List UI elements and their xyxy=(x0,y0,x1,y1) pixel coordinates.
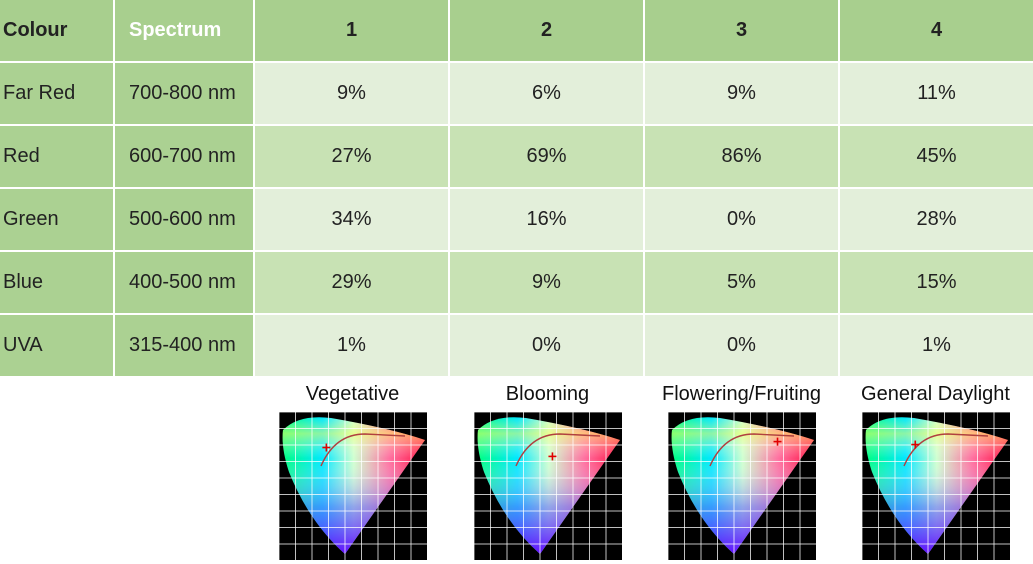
spectrum-cell: 600-700 nm xyxy=(115,126,255,187)
value-cell: 34% xyxy=(255,189,450,250)
spectrum-cell: 700-800 nm xyxy=(115,63,255,124)
panel-vegetative: Vegetative xyxy=(255,378,450,560)
header-1: 1 xyxy=(255,0,450,61)
colour-cell: Blue xyxy=(0,252,115,313)
white-point-marker xyxy=(773,437,782,446)
colour-cell: Red xyxy=(0,126,115,187)
value-cell: 86% xyxy=(645,126,840,187)
value-cell: 9% xyxy=(645,63,840,124)
white-point-marker xyxy=(547,452,556,461)
planckian-locus xyxy=(708,433,794,467)
value-cell: 6% xyxy=(450,63,645,124)
white-point-marker xyxy=(321,443,330,452)
chromaticity-diagram xyxy=(667,412,816,560)
panel-label: Vegetative xyxy=(305,383,400,405)
planckian-locus xyxy=(319,433,405,467)
value-cell: 27% xyxy=(255,126,450,187)
value-cell: 16% xyxy=(450,189,645,250)
chromaticity-diagram xyxy=(861,412,1010,560)
spectrum-cell: 400-500 nm xyxy=(115,252,255,313)
chromaticity-diagram xyxy=(278,412,427,560)
colour-cell: UVA xyxy=(0,315,115,376)
header-2: 2 xyxy=(450,0,645,61)
value-cell: 15% xyxy=(840,252,1033,313)
value-cell: 1% xyxy=(255,315,450,376)
value-cell: 0% xyxy=(645,315,840,376)
table-row: Green 500-600 nm 34% 16% 0% 28% xyxy=(0,189,1033,252)
value-cell: 0% xyxy=(450,315,645,376)
spectrum-cell: 500-600 nm xyxy=(115,189,255,250)
panel-label: Blooming xyxy=(505,383,590,405)
header-3: 3 xyxy=(645,0,840,61)
diagram-grid xyxy=(861,412,1010,560)
panel-label: Flowering/Fruiting xyxy=(662,383,821,405)
header-colour: Colour xyxy=(0,0,115,61)
chromaticity-panels: Vegetative Blooming Flowering/Fruiting G… xyxy=(0,378,1033,564)
table-header-row: Colour Spectrum 1 2 3 4 xyxy=(0,0,1033,63)
table-row: Far Red 700-800 nm 9% 6% 9% 11% xyxy=(0,63,1033,126)
value-cell: 28% xyxy=(840,189,1033,250)
table-row: UVA 315-400 nm 1% 0% 0% 1% xyxy=(0,315,1033,378)
white-point-marker xyxy=(910,440,919,449)
header-4: 4 xyxy=(840,0,1033,61)
value-cell: 9% xyxy=(255,63,450,124)
colour-cell: Green xyxy=(0,189,115,250)
planckian-locus xyxy=(902,433,988,467)
spectrum-cell: 315-400 nm xyxy=(115,315,255,376)
value-cell: 1% xyxy=(840,315,1033,376)
table-row: Red 600-700 nm 27% 69% 86% 45% xyxy=(0,126,1033,189)
value-cell: 11% xyxy=(840,63,1033,124)
chromaticity-diagram xyxy=(473,412,622,560)
value-cell: 5% xyxy=(645,252,840,313)
value-cell: 45% xyxy=(840,126,1033,187)
header-spectrum: Spectrum xyxy=(115,0,255,61)
colour-cell: Far Red xyxy=(0,63,115,124)
diagram-grid xyxy=(667,412,816,560)
diagram-grid xyxy=(473,412,622,560)
diagram-grid xyxy=(278,412,427,560)
panel-general-daylight: General Daylight xyxy=(838,378,1033,560)
value-cell: 29% xyxy=(255,252,450,313)
planckian-locus xyxy=(514,433,600,467)
value-cell: 9% xyxy=(450,252,645,313)
panel-label: General Daylight xyxy=(861,383,1010,405)
panel-blooming: Blooming xyxy=(450,378,645,560)
table-row: Blue 400-500 nm 29% 9% 5% 15% xyxy=(0,252,1033,315)
spectrum-table: Colour Spectrum 1 2 3 4 Far Red 700-800 … xyxy=(0,0,1033,378)
panel-flowering-fruiting: Flowering/Fruiting xyxy=(644,378,839,560)
value-cell: 0% xyxy=(645,189,840,250)
value-cell: 69% xyxy=(450,126,645,187)
